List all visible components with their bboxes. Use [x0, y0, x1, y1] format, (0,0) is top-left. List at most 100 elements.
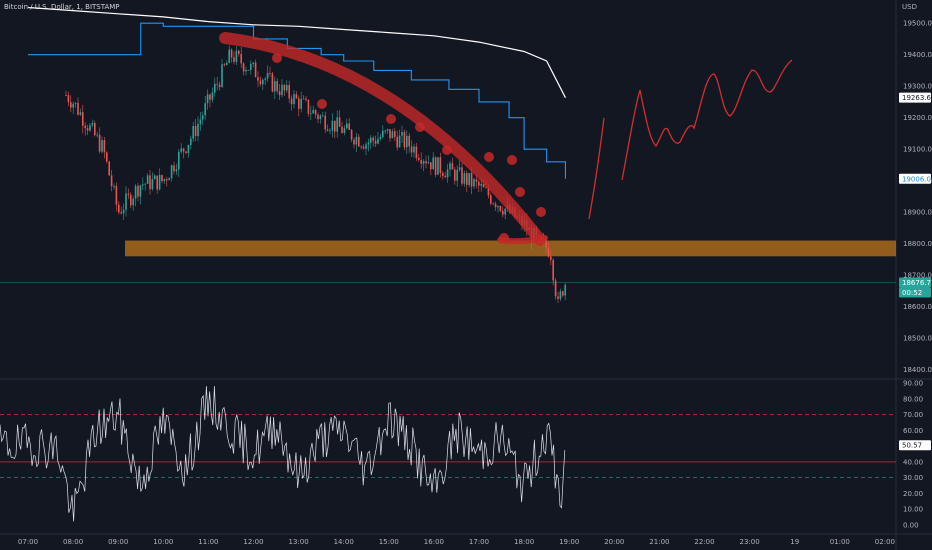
time-tick-label: 18:00 [514, 538, 534, 546]
candle [295, 91, 298, 100]
rsi-tick-label: 20.00 [903, 490, 923, 498]
candle [118, 201, 120, 215]
candle [190, 135, 192, 150]
rsi-line [0, 386, 566, 522]
candle [139, 184, 142, 205]
rsi-tick-label: 70.00 [903, 411, 923, 419]
candle [110, 170, 113, 192]
candle [499, 205, 502, 213]
price-tick-label: 18700.00 [903, 272, 932, 280]
rsi-value-badge: 50.57 [899, 440, 931, 451]
candle [156, 175, 158, 194]
candle [418, 153, 420, 162]
candle [456, 165, 458, 187]
candle [334, 120, 336, 139]
candle [266, 65, 269, 82]
candle [235, 46, 238, 65]
candle [550, 250, 552, 266]
candle [228, 45, 230, 64]
candle [274, 76, 276, 100]
candle [252, 61, 254, 68]
time-tick-label: 19 [790, 538, 799, 546]
time-tick-label: 15:00 [379, 538, 399, 546]
rsi-tick-label: 0.00 [903, 522, 919, 530]
candle [166, 176, 168, 187]
candle [144, 182, 146, 191]
candle [372, 135, 374, 147]
candle [149, 169, 151, 195]
candle [65, 90, 67, 97]
candle [322, 111, 324, 117]
candle [226, 60, 228, 66]
candle [223, 62, 226, 67]
candle [218, 81, 221, 91]
candle [163, 178, 166, 184]
candle [355, 132, 358, 152]
candle [137, 183, 139, 202]
candle [206, 89, 209, 110]
candle [413, 143, 415, 158]
time-tick-label: 10:00 [153, 538, 173, 546]
candle [293, 89, 295, 109]
candle [269, 66, 271, 77]
time-tick-label: 16:00 [424, 538, 444, 546]
candle [427, 155, 430, 164]
candle [451, 157, 454, 170]
time-tick-label: 21:00 [649, 538, 669, 546]
candle [466, 170, 468, 193]
price-tick-label: 19500.00 [903, 20, 932, 28]
candle [348, 117, 350, 131]
candle [194, 118, 197, 142]
svg-text:00:52: 00:52 [902, 289, 922, 297]
candle [122, 203, 125, 221]
candle [238, 49, 240, 57]
candle [115, 182, 118, 212]
candle [559, 288, 562, 302]
candle [127, 188, 130, 200]
candle [329, 128, 331, 135]
rsi-tick-label: 10.00 [903, 506, 923, 514]
candle [338, 110, 341, 127]
candle [331, 113, 334, 138]
time-tick-label: 20:00 [604, 538, 624, 546]
candle [245, 66, 247, 76]
candle [185, 150, 187, 155]
candle [233, 51, 235, 65]
candle [101, 136, 103, 154]
candle [432, 152, 434, 170]
time-tick-label: 07:00 [18, 538, 38, 546]
candle [439, 152, 442, 178]
rsi-tick-label: 90.00 [903, 380, 923, 388]
candle [178, 149, 180, 177]
time-tick-label: 12:00 [243, 538, 263, 546]
candle [247, 69, 250, 71]
candle [230, 48, 233, 63]
candle [317, 112, 319, 124]
time-tick-label: 23:00 [740, 538, 760, 546]
candle [82, 104, 84, 134]
candle [298, 95, 300, 117]
candle [444, 171, 446, 178]
candle [300, 91, 302, 113]
candle [430, 162, 432, 176]
white-line-badge: 19263.60 [899, 92, 932, 103]
candle [370, 134, 372, 149]
candle [281, 79, 283, 98]
candle [379, 133, 382, 141]
candle [96, 131, 98, 138]
candle [497, 205, 499, 213]
candle [360, 145, 362, 150]
candle [312, 105, 314, 114]
candle [103, 136, 106, 159]
candle [449, 160, 451, 177]
candle [478, 179, 480, 193]
candle [377, 131, 379, 145]
candle [490, 192, 492, 206]
candle [458, 160, 461, 172]
candle [259, 76, 262, 87]
candle [554, 278, 557, 300]
candle [384, 129, 386, 135]
candle [197, 116, 199, 142]
candle [557, 291, 559, 303]
